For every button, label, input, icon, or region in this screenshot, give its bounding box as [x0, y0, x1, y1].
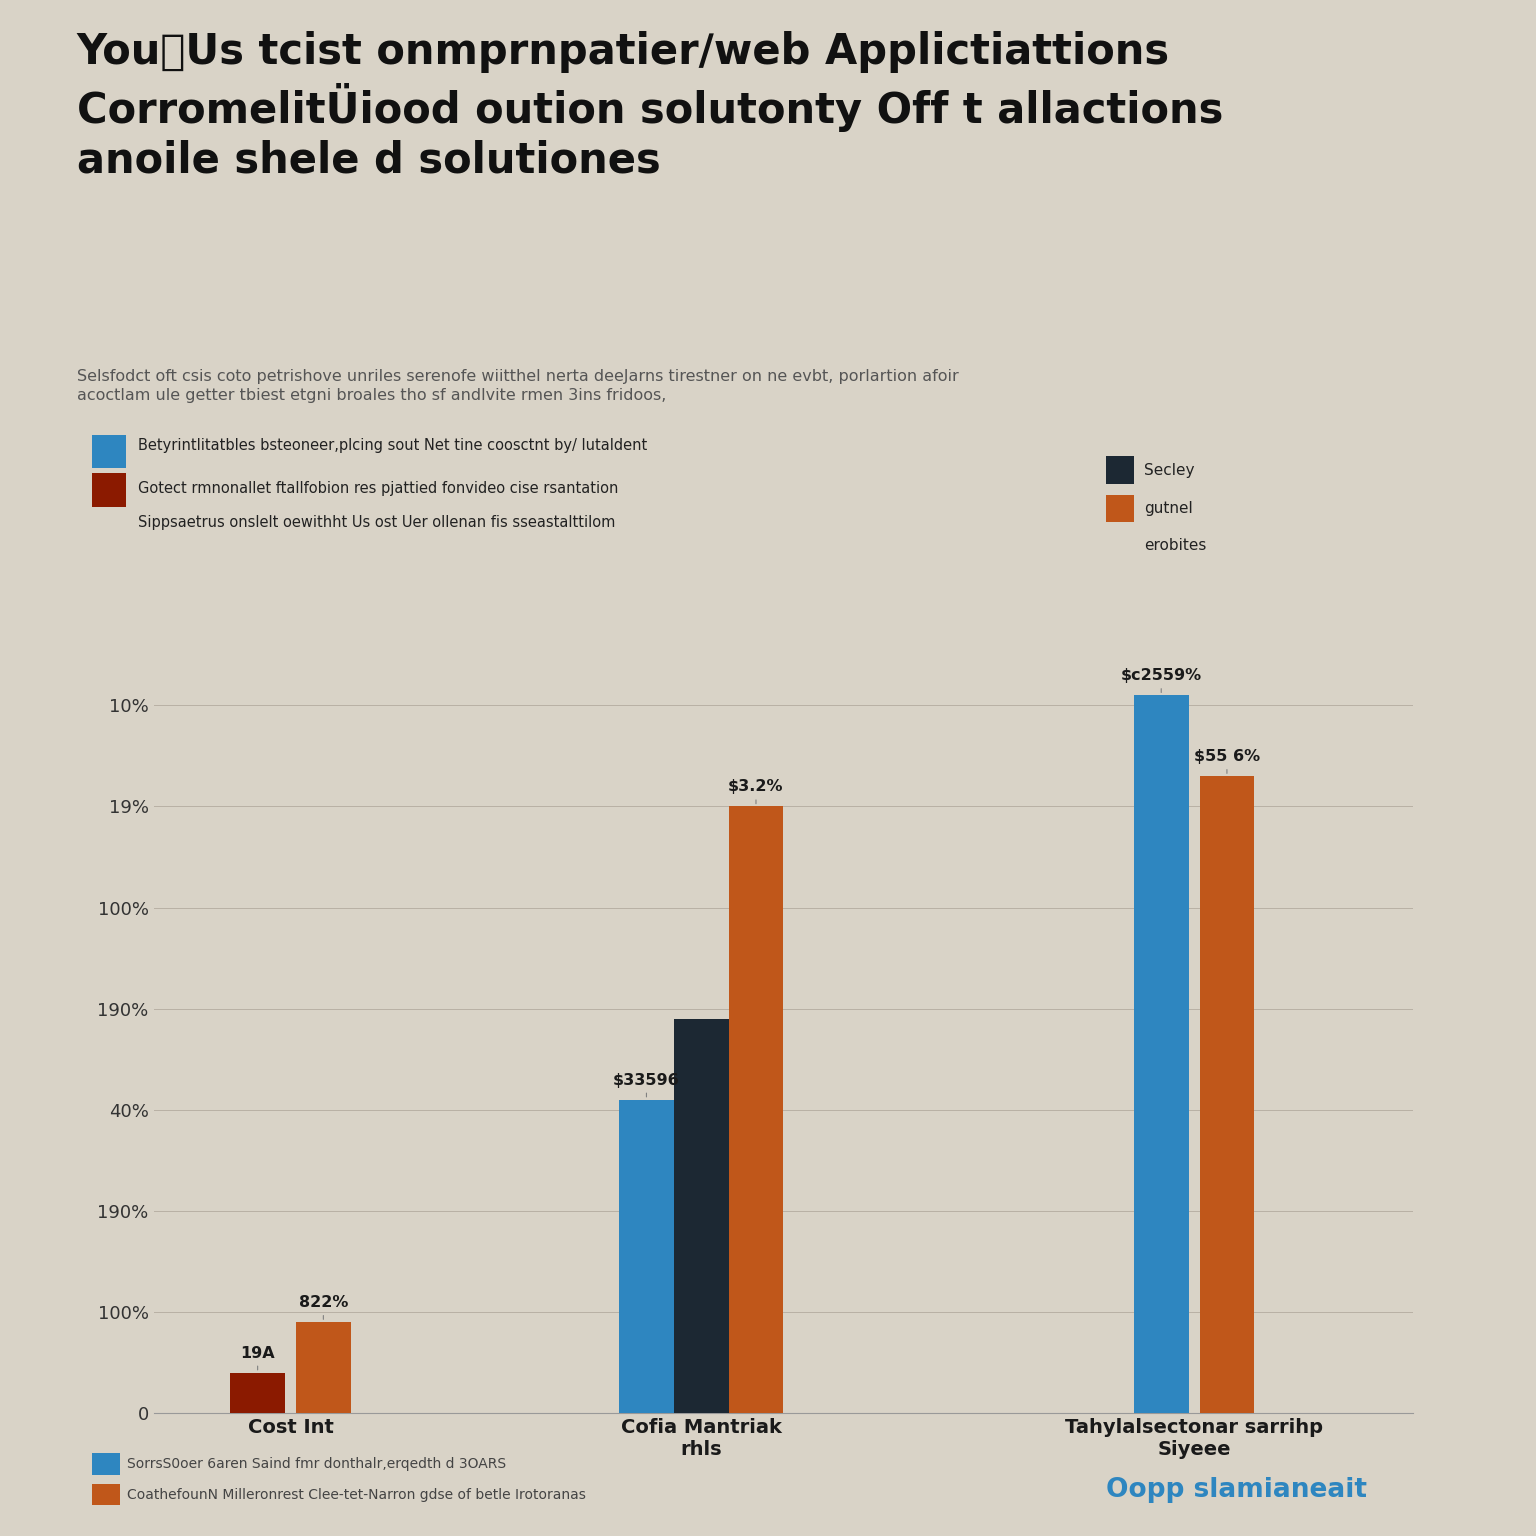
Text: Sippsaetrus onslelt oewithht Us ost Uer ollenan fis sseastalttilom: Sippsaetrus onslelt oewithht Us ost Uer …: [138, 515, 616, 530]
Text: 822%: 822%: [298, 1295, 349, 1319]
Text: Oopp slamianeait: Oopp slamianeait: [1106, 1478, 1367, 1502]
Text: Gotect rmnonallet ftallfobion res pjattied fonvideo cise rsantation: Gotect rmnonallet ftallfobion res pjatti…: [138, 481, 619, 496]
Bar: [728, 806, 783, 1413]
Text: $c2559%: $c2559%: [1121, 668, 1201, 693]
Text: Selsfodct oft csis coto petrishove unriles serenofe wiitthel nerta deeJarns tire: Selsfodct oft csis coto petrishove unril…: [77, 369, 958, 404]
Bar: [619, 1100, 674, 1413]
Text: 19A: 19A: [240, 1346, 275, 1370]
Text: Secley: Secley: [1144, 462, 1195, 478]
Bar: [1134, 696, 1189, 1413]
Text: YouUs tcist onmprnpatier∕web Applictiattions
CorromelitÜiood oution solutonty O: YouUs tcist onmprnpatier∕web Applictiat…: [77, 31, 1223, 181]
Text: CoathefounN Milleronrest Clee-tet-Narron gdse of betle Irotoranas: CoathefounN Milleronrest Clee-tet-Narron…: [127, 1487, 587, 1502]
Bar: [674, 1018, 728, 1413]
Text: $33596: $33596: [613, 1072, 680, 1097]
Text: SorrsS0oer 6aren Saind fmr donthalr,erqedth d 3OARS: SorrsS0oer 6aren Saind fmr donthalr,erqe…: [127, 1456, 507, 1471]
Bar: [296, 1322, 350, 1413]
Text: Betyrintlitatbles bsteoneer,plcing sout Net tine coosctnt by/ lutaldent: Betyrintlitatbles bsteoneer,plcing sout …: [138, 438, 648, 453]
Text: $3.2%: $3.2%: [728, 779, 783, 803]
Bar: [1200, 776, 1255, 1413]
Text: gutnel: gutnel: [1144, 501, 1193, 516]
Text: $55 6%: $55 6%: [1193, 750, 1260, 774]
Bar: [230, 1373, 286, 1413]
Text: erobites: erobites: [1144, 538, 1207, 553]
